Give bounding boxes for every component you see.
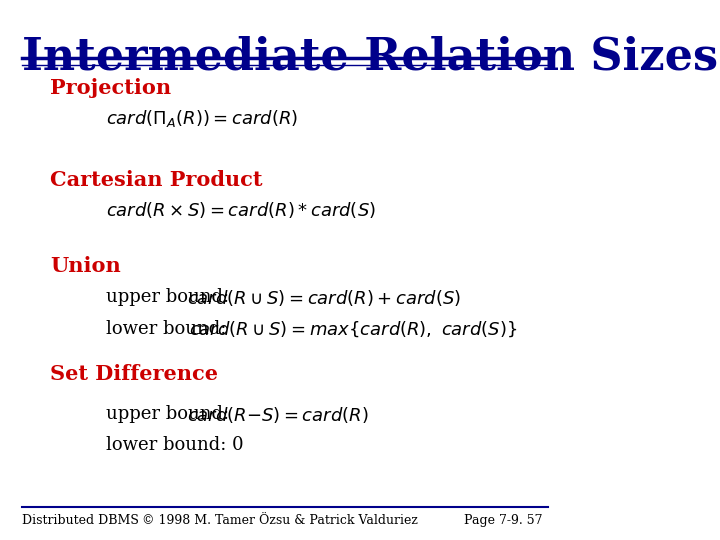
Text: Union: Union (50, 256, 121, 276)
Text: upper bound:: upper bound: (107, 288, 235, 306)
Text: Cartesian Product: Cartesian Product (50, 170, 263, 190)
Text: $card(\Pi_A(R))=card(R)$: $card(\Pi_A(R))=card(R)$ (107, 108, 298, 129)
Text: upper bound:: upper bound: (107, 405, 235, 423)
Text: © 1998 M. Tamer Özsu & Patrick Valduriez: © 1998 M. Tamer Özsu & Patrick Valduriez (142, 514, 418, 527)
Text: $card(R \cup S) = max\{card(R),\ card(S)\}$: $card(R \cup S) = max\{card(R),\ card(S)… (189, 320, 518, 339)
Text: $card(R\mathrm{-}S) = card(R)$: $card(R\mathrm{-}S) = card(R)$ (187, 405, 369, 425)
Text: Intermediate Relation Sizes: Intermediate Relation Sizes (22, 35, 719, 78)
Text: Page 7-9. 57: Page 7-9. 57 (464, 514, 543, 527)
Text: Projection: Projection (50, 78, 171, 98)
Text: lower bound:: lower bound: (107, 320, 233, 338)
Text: Distributed DBMS: Distributed DBMS (22, 514, 139, 527)
Text: Set Difference: Set Difference (50, 364, 218, 384)
Text: lower bound: 0: lower bound: 0 (107, 436, 244, 454)
Text: $card(R \times S) = card(R) * card(S)$: $card(R \times S) = card(R) * card(S)$ (107, 200, 377, 220)
Text: $card(R \cup S) = card(R) + card(S)$: $card(R \cup S) = card(R) + card(S)$ (187, 288, 462, 308)
